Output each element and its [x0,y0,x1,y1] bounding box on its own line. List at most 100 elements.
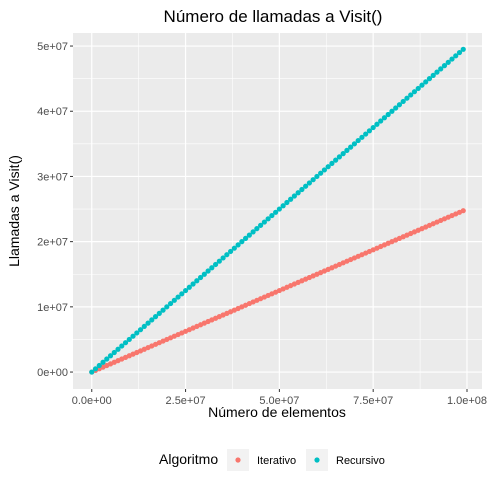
point-recursivo [288,196,294,202]
point-recursivo [216,258,222,264]
point-recursivo [122,340,129,346]
point-recursivo [197,274,204,281]
x-tick-label: 0.0e+00 [72,395,112,407]
y-axis-title: Llamadas a Visit() [6,155,22,267]
point-recursivo [276,206,282,212]
point-recursivo [156,310,162,316]
point-recursivo [299,186,305,193]
point-recursivo [134,330,140,336]
point-recursivo [92,366,99,372]
point-recursivo [363,131,369,137]
point-recursivo [340,151,346,157]
point-recursivo [381,115,388,121]
legend-label-iterativo: Iterativo [257,455,296,467]
point-recursivo [318,170,324,176]
point-recursivo [175,294,181,300]
point-recursivo [160,307,166,313]
point-recursivo [171,297,177,303]
legend-marker-recursivo [314,457,320,463]
point-recursivo [314,173,320,180]
point-recursivo [137,327,144,333]
point-recursivo [130,333,136,339]
point-recursivo [393,105,399,111]
point-recursivo [107,353,114,359]
point-recursivo [220,255,226,261]
point-recursivo [243,235,249,241]
point-recursivo [235,242,241,248]
point-recursivo [411,89,418,95]
point-recursivo [201,271,207,277]
point-recursivo [456,49,463,56]
legend-marker-iterativo [235,457,241,463]
point-recursivo [250,229,256,235]
point-recursivo [441,63,448,69]
x-tick-label: 2.5e+07 [166,395,206,407]
point-recursivo [415,85,421,92]
point-recursivo [408,92,414,98]
point-recursivo [426,76,433,82]
point-recursivo [430,72,436,78]
point-recursivo [355,137,361,144]
point-recursivo [239,239,245,245]
point-recursivo [348,144,354,150]
point-recursivo [389,108,395,114]
point-recursivo [385,111,391,118]
point-recursivo [460,46,466,52]
point-recursivo [438,66,444,72]
point-recursivo [273,209,279,215]
chart-title: Número de llamadas a Visit() [164,7,383,26]
point-recursivo [404,95,410,101]
y-tick-label: 4e+07 [37,106,68,118]
series-iterativo-points [89,208,466,375]
point-recursivo [419,82,425,88]
y-tick-label: 1e+07 [37,302,68,314]
y-tick-label: 0e+00 [37,367,68,379]
point-recursivo [336,154,343,160]
legend-label-recursivo: Recursivo [336,455,385,467]
point-recursivo [351,141,358,147]
point-recursivo [246,232,252,238]
x-tick-label: 1.0e+08 [447,395,487,407]
x-axis-title: Número de elementos [208,404,346,420]
point-recursivo [145,320,151,326]
point-recursivo [194,278,200,284]
point-recursivo [325,164,331,170]
point-recursivo [295,190,301,196]
point-recursivo [434,69,440,75]
point-recursivo [205,268,211,274]
point-recursivo [378,118,384,124]
legend: Algoritmo Iterativo Recursivo [159,449,385,471]
point-recursivo [284,199,290,206]
point-recursivo [209,265,215,271]
point-recursivo [164,304,170,310]
point-recursivo [280,203,286,209]
y-axis: 0e+00 1e+07 2e+07 3e+07 4e+07 5e+07 [37,41,73,379]
point-recursivo [100,359,106,365]
point-recursivo [182,287,189,294]
point-recursivo [104,356,110,362]
y-tick-label: 3e+07 [37,171,68,183]
point-recursivo [179,291,185,297]
point-recursivo [306,180,312,186]
point-recursivo [224,252,230,258]
point-recursivo [366,128,373,134]
point-recursivo [152,314,159,320]
point-recursivo [126,336,132,343]
y-tick-label: 2e+07 [37,237,68,249]
point-recursivo [400,98,406,105]
y-tick-label: 5e+07 [37,41,68,53]
grid-minor [73,33,482,389]
point-recursivo [167,300,174,307]
point-recursivo [119,343,125,349]
point-recursivo [212,261,219,268]
x-tick-label: 5.0e+07 [259,395,299,407]
point-recursivo [333,157,339,163]
point-recursivo [329,160,335,167]
point-recursivo [149,317,155,323]
legend-title: Algoritmo [159,451,218,467]
point-recursivo [396,102,403,108]
point-recursivo [111,349,117,356]
point-recursivo [141,323,147,330]
point-recursivo [359,134,365,140]
